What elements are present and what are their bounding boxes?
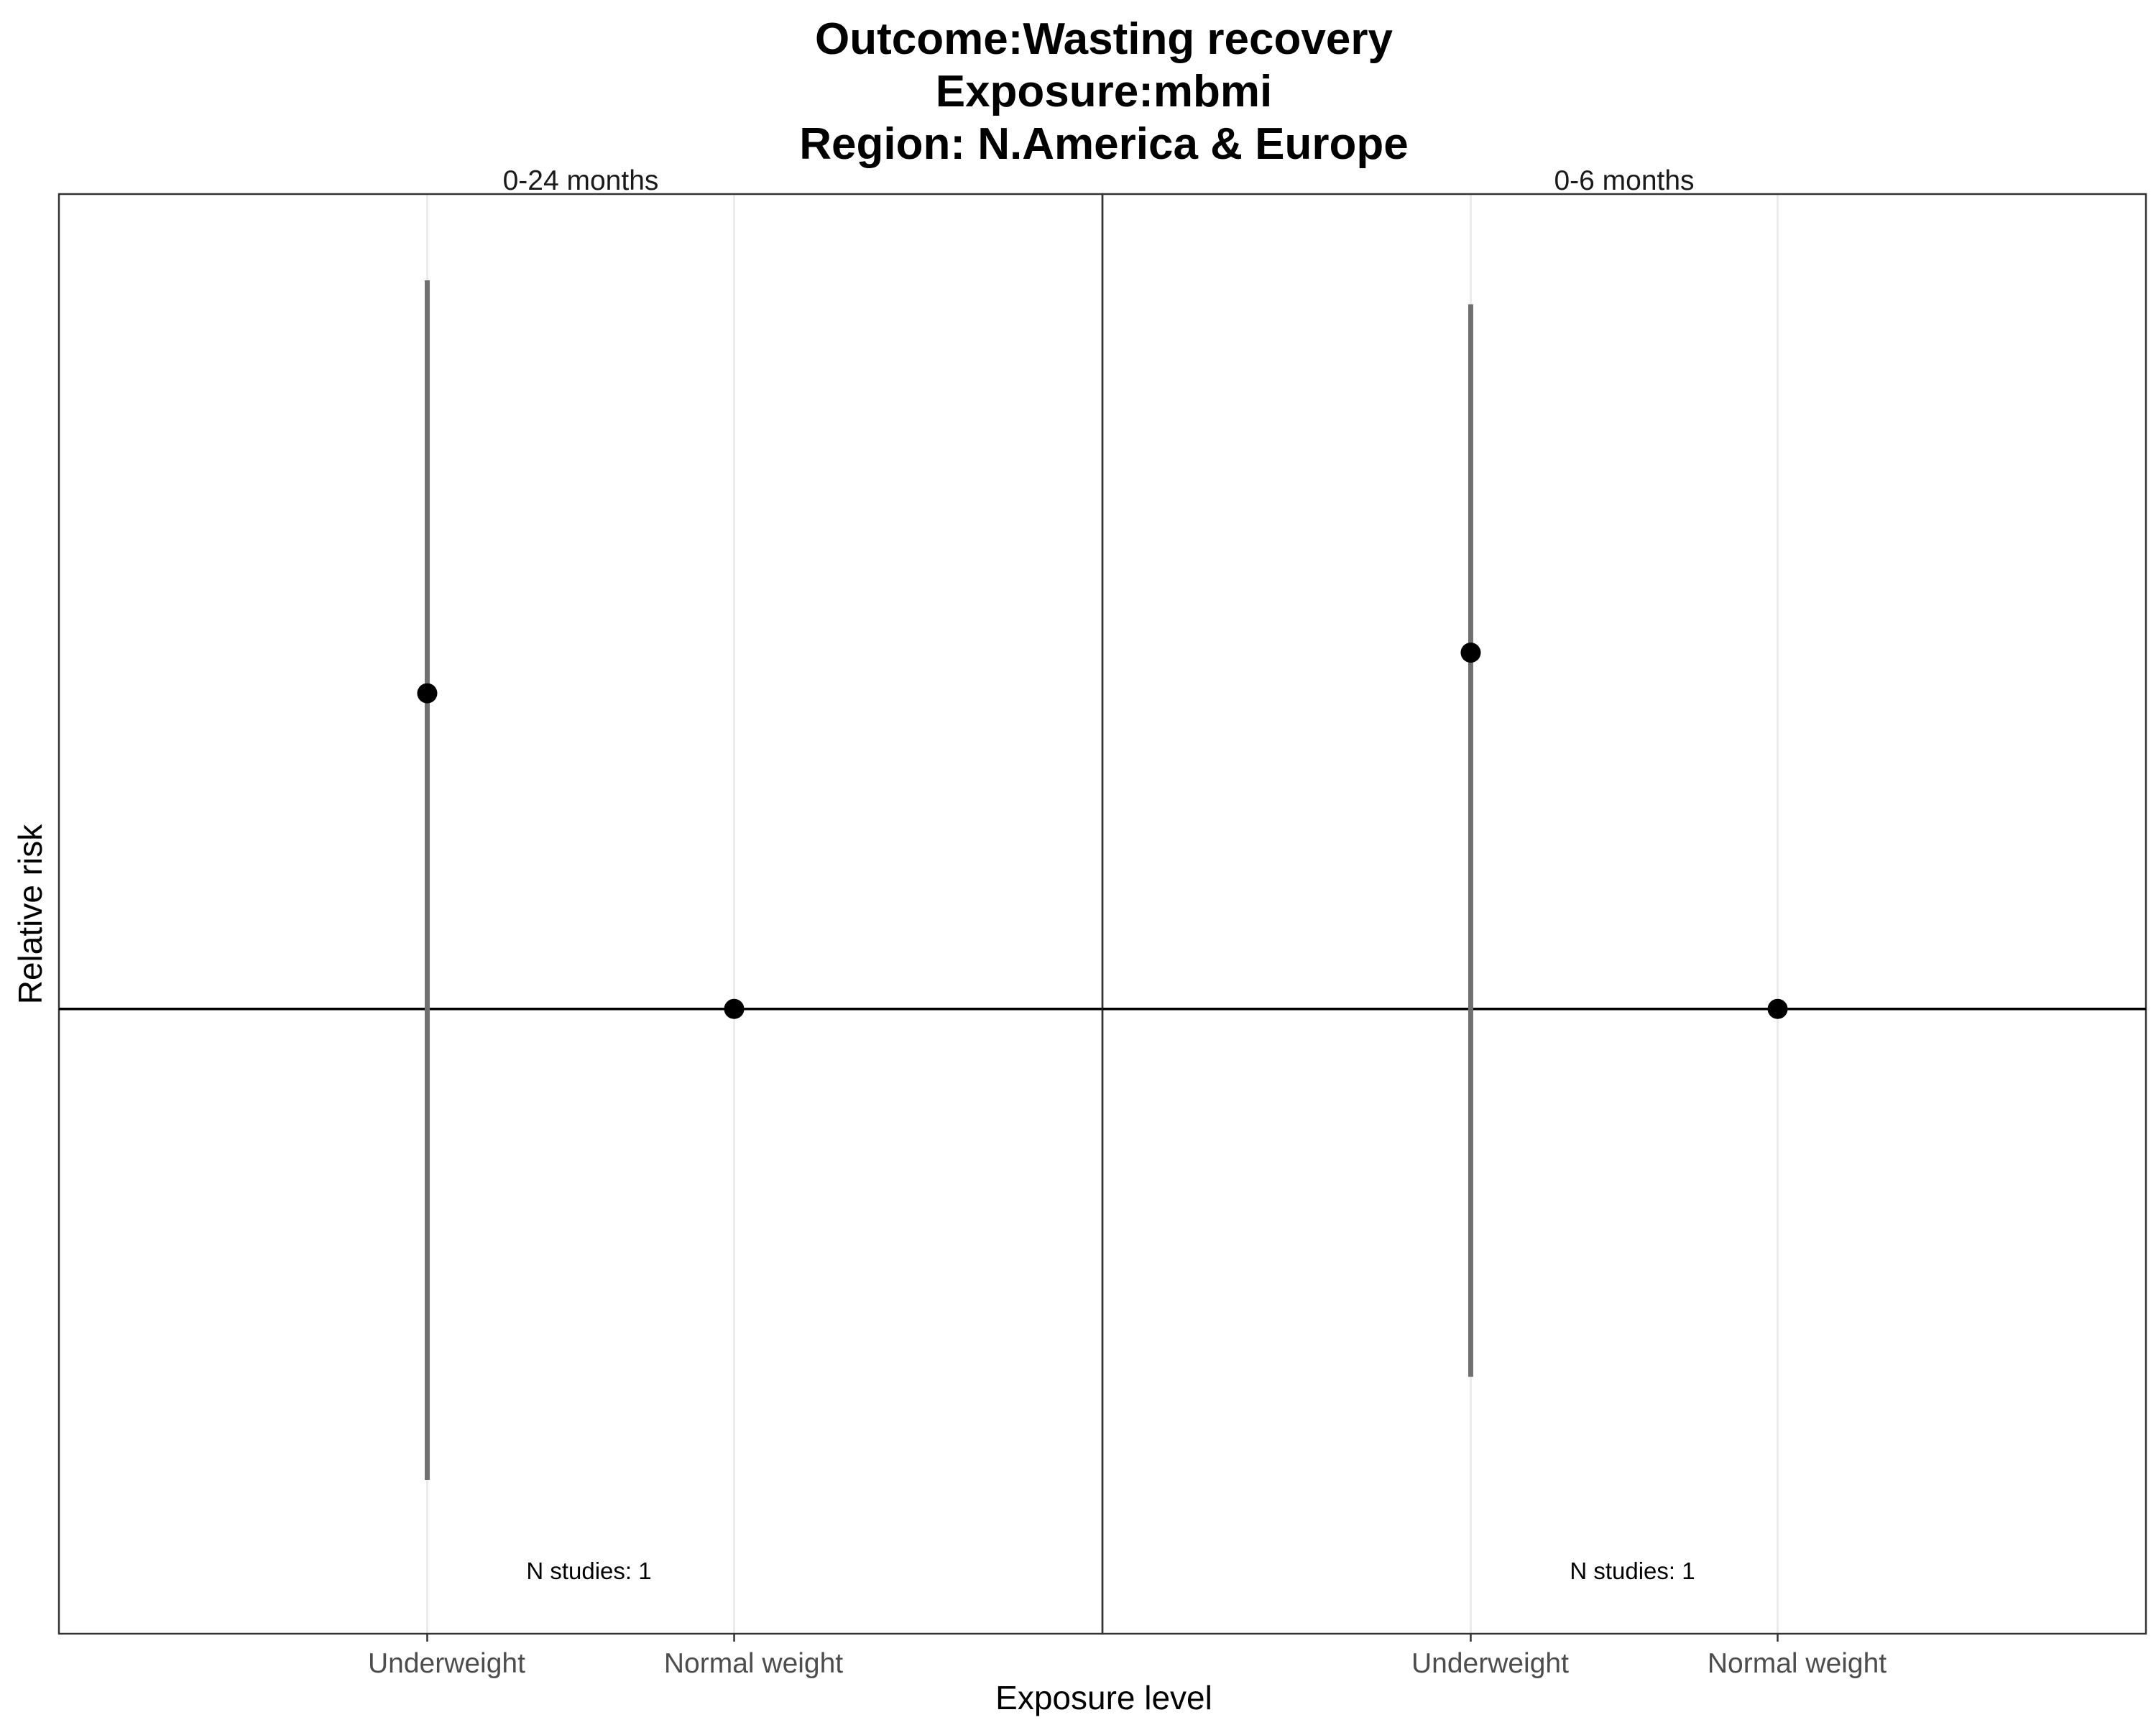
x-tick-label: Normal weight [664,1648,843,1679]
chart-title-line: Outcome:Wasting recovery [815,14,1393,64]
facet-strip-label: 0-24 months [503,165,659,196]
data-point [417,683,438,704]
data-point [1460,643,1481,663]
chart-title-line: Region: N.America & Europe [799,119,1408,169]
facet-panel: 0-24 months N studies: 1 Underweight Normal… [57,165,1104,1679]
facet-panel: 0-6 months N studies: 1 Underweight Normal … [1101,165,2147,1679]
x-tick-label: Underweight [1411,1648,1569,1679]
n-studies-annotation: N studies: 1 [526,1558,651,1584]
chart-panels: 0-24 months N studies: 1 Underweight Normal… [57,165,2147,1679]
y-axis-title: Relative risk [11,824,49,1005]
panel-border [1101,193,2147,1635]
chart-title: Outcome:Wasting recoveryExposure:mbmiReg… [799,14,1408,169]
x-tick-label: Underweight [368,1648,525,1679]
panel-border [57,193,1104,1635]
data-point [1767,998,1788,1019]
chart-title-line: Exposure:mbmi [936,67,1273,116]
facet-strip-label: 0-6 months [1554,165,1694,196]
data-point [724,998,745,1019]
x-tick-label: Normal weight [1708,1648,1886,1679]
n-studies-annotation: N studies: 1 [1570,1558,1695,1584]
x-axis-title: Exposure level [995,1679,1212,1716]
